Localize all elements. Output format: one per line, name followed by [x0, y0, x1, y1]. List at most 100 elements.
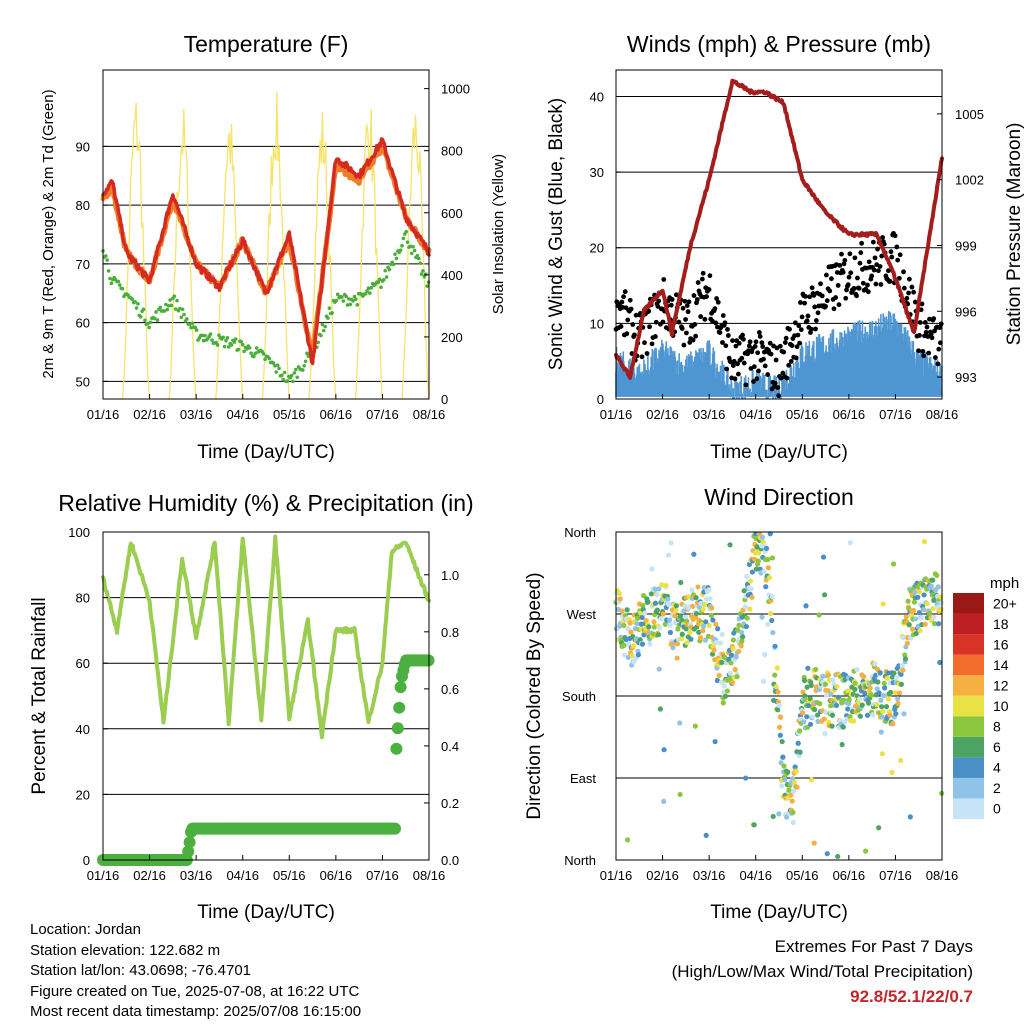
direction-point [876, 690, 882, 696]
dewpoint-point [363, 291, 368, 296]
dewpoint-point [253, 351, 258, 356]
direction-point [813, 666, 819, 673]
direction-point [661, 798, 667, 804]
gust-point [683, 317, 688, 322]
gust-point [754, 376, 760, 382]
dewpoint-point [320, 322, 325, 327]
dewpoint-point [405, 240, 410, 244]
x-tick-label: 07/16 [366, 868, 399, 883]
x-tick-label: 05/16 [273, 868, 306, 883]
dewpoint-point [355, 303, 360, 307]
gust-point [784, 375, 790, 381]
gust-point [776, 393, 782, 399]
gust-point [746, 343, 752, 349]
dewpoint-series [101, 229, 431, 384]
direction-point [646, 624, 652, 630]
gust-point [676, 319, 682, 325]
direction-point [672, 613, 678, 619]
gust-point [717, 330, 723, 335]
rainfall-point [183, 836, 196, 849]
winds-panel: Winds (mph) & Pressure (mb) 0 10 20 30 40 99… [546, 31, 1024, 463]
temperature-ylabel-left: 2m & 9m T (Red, Orange) & 2m Td (Green) [40, 89, 57, 378]
direction-point [765, 565, 771, 571]
station-pressure-series [614, 78, 944, 380]
direction-point [695, 584, 701, 590]
direction-point [808, 682, 814, 688]
dewpoint-point [263, 357, 267, 362]
gust-point [823, 303, 828, 309]
direction-point [709, 605, 715, 611]
gust-point [847, 251, 853, 257]
dewpoint-point [117, 283, 122, 287]
dewpoint-point [352, 294, 357, 299]
direction-point [784, 814, 790, 820]
direction-point [814, 712, 821, 718]
gust-point [807, 294, 813, 300]
gust-point [877, 264, 883, 269]
gust-point [844, 287, 849, 293]
dewpoint-point [145, 321, 150, 326]
gust-point [735, 361, 740, 367]
colorbar-label: 2 [993, 780, 1001, 796]
gust-point [824, 272, 829, 278]
direction-point [677, 613, 684, 619]
direction-point [654, 591, 660, 598]
dewpoint-point [165, 307, 170, 312]
direction-point [789, 798, 795, 804]
direction-point [780, 754, 786, 760]
direction-point [935, 584, 941, 590]
gust-point [808, 326, 814, 332]
gust-point [897, 252, 903, 258]
direction-point [807, 721, 814, 727]
gust-point [917, 333, 922, 338]
direction-point [663, 582, 669, 589]
direction-point [617, 596, 623, 602]
direction-point [734, 674, 740, 680]
direction-point [751, 822, 757, 828]
gust-point [793, 355, 799, 361]
y-tick-label: 80 [76, 591, 90, 606]
direction-point [890, 721, 896, 727]
dewpoint-point [240, 342, 245, 347]
gust-point [906, 290, 911, 296]
dewpoint-point [327, 306, 332, 311]
direction-point [870, 712, 876, 718]
gust-point [937, 325, 942, 330]
direction-point [822, 731, 828, 737]
x-tick-label: 03/16 [180, 868, 213, 883]
direction-point [747, 578, 754, 584]
x-tick-label: 02/16 [646, 407, 679, 422]
direction-point [847, 540, 853, 546]
rainfall-point [394, 681, 407, 694]
direction-point [797, 728, 803, 734]
gust-point [894, 244, 900, 250]
direction-point [697, 635, 704, 641]
rainfall-point [182, 845, 195, 858]
gust-point [756, 330, 762, 335]
direction-point [931, 614, 937, 620]
direction-point [717, 640, 723, 646]
direction-point [670, 645, 676, 651]
gust-point [871, 267, 877, 273]
direction-point [937, 659, 943, 666]
gust-point [888, 249, 894, 255]
direction-point [668, 540, 674, 546]
humidity-title: Relative Humidity (%) & Precipitation (i… [58, 490, 473, 516]
y-tick-label: 40 [76, 722, 90, 737]
direction-point [847, 714, 853, 720]
extremes-title: Extremes For Past 7 Days [774, 937, 973, 956]
dewpoint-point [274, 370, 279, 374]
direction-point [879, 714, 885, 720]
direction-point [753, 566, 760, 572]
direction-point [665, 552, 672, 558]
direction-point [773, 684, 779, 690]
gust-point [924, 324, 930, 330]
temp-2m-line [101, 137, 431, 366]
gust-point [767, 340, 773, 346]
direction-point [763, 545, 770, 552]
direction-point [763, 584, 769, 590]
humidity-plot-frame [102, 531, 430, 861]
gust-point [713, 320, 719, 326]
gust-point [833, 295, 839, 300]
gust-point [813, 326, 818, 332]
